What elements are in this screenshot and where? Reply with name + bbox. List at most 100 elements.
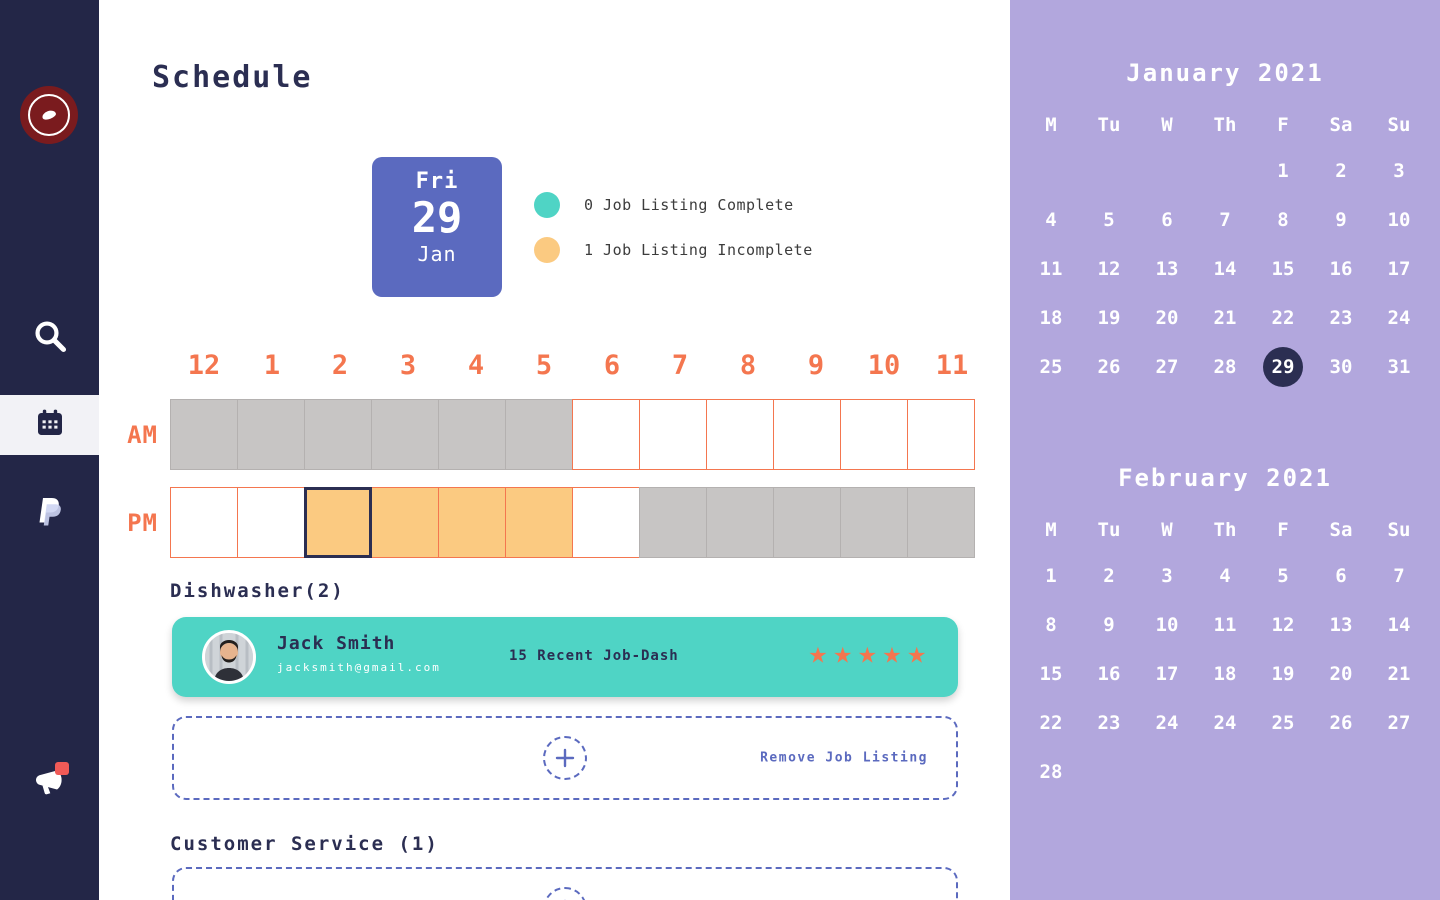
hour-label: 1 [263, 350, 281, 381]
calendar-day-cell[interactable]: 25 [1022, 342, 1080, 391]
calendar-day-cell[interactable]: 1 [1254, 146, 1312, 195]
selected-date-card[interactable]: Fri 29 Jan [372, 157, 502, 297]
calendar-day-cell[interactable]: 7 [1196, 195, 1254, 244]
calendar-day-cell[interactable]: 10 [1138, 600, 1196, 649]
chipotle-logo[interactable] [20, 86, 78, 144]
calendar-day-cell[interactable]: 5 [1080, 195, 1138, 244]
calendar-day-cell[interactable]: 10 [1370, 195, 1428, 244]
schedule-cell-disabled[interactable] [438, 399, 506, 470]
schedule-cell-disabled[interactable] [907, 487, 975, 558]
calendar-day-cell[interactable]: 26 [1080, 342, 1138, 391]
calendar-day-cell[interactable]: 27 [1370, 698, 1428, 747]
schedule-cell-disabled[interactable] [170, 399, 238, 470]
calendar-day-cell[interactable]: 28 [1022, 747, 1080, 796]
schedule-cell-disabled[interactable] [371, 399, 439, 470]
calendar-day-cell[interactable]: 11 [1022, 244, 1080, 293]
calendar-day-cell[interactable]: 6 [1312, 551, 1370, 600]
calendar-day-cell[interactable]: 13 [1138, 244, 1196, 293]
schedule-cell-filled[interactable] [505, 487, 573, 558]
schedule-cell-open[interactable] [572, 487, 640, 558]
calendar-day-cell[interactable]: 21 [1370, 649, 1428, 698]
search-button[interactable] [0, 315, 99, 359]
schedule-cell-open[interactable] [907, 399, 975, 470]
schedule-cell-disabled[interactable] [304, 399, 372, 470]
schedule-cell-open[interactable] [237, 487, 305, 558]
sidebar-item-schedule[interactable] [0, 395, 99, 455]
calendar-day-cell[interactable]: 16 [1080, 649, 1138, 698]
calendar-day-cell[interactable]: 24 [1196, 698, 1254, 747]
calendar-day-cell[interactable]: 24 [1138, 698, 1196, 747]
calendar-day-cell[interactable]: 20 [1312, 649, 1370, 698]
calendar-day-cell[interactable]: 29 [1254, 342, 1312, 391]
calendar-day-cell[interactable]: 13 [1312, 600, 1370, 649]
schedule-cell-disabled[interactable] [706, 487, 774, 558]
calendar-day-cell[interactable]: 17 [1138, 649, 1196, 698]
calendar-day-cell[interactable]: 8 [1022, 600, 1080, 649]
calendar-day-cell[interactable]: 23 [1080, 698, 1138, 747]
calendar-day-cell[interactable]: 28 [1196, 342, 1254, 391]
schedule-cell-disabled[interactable] [840, 487, 908, 558]
calendar-day-cell[interactable]: 18 [1022, 293, 1080, 342]
calendar-day-cell[interactable]: 22 [1254, 293, 1312, 342]
calendar-day-cell[interactable]: 2 [1080, 551, 1138, 600]
schedule-cell-open[interactable] [170, 487, 238, 558]
calendar-day-cell[interactable]: 26 [1312, 698, 1370, 747]
calendar-day-cell[interactable]: 24 [1370, 293, 1428, 342]
calendar-month: February 2021 M Tu W Th F Sa Su 1 2 3 4 5 6 7 8 9 10 11 12 1… [1010, 463, 1440, 796]
calendar-day-cell[interactable]: 15 [1254, 244, 1312, 293]
schedule-cell-filled[interactable] [438, 487, 506, 558]
calendar-day-cell[interactable]: 17 [1370, 244, 1428, 293]
calendar-day-cell[interactable]: 12 [1254, 600, 1312, 649]
schedule-cell-disabled[interactable] [505, 399, 573, 470]
hour-label: 6 [603, 350, 621, 381]
schedule-cell-disabled[interactable] [237, 399, 305, 470]
add-job-listing-box-2[interactable] [172, 867, 958, 900]
calendar-day-cell[interactable]: 3 [1370, 146, 1428, 195]
schedule-cell-open[interactable] [840, 399, 908, 470]
calendar-day-cell[interactable]: 1 [1022, 551, 1080, 600]
schedule-cell-selected[interactable] [304, 487, 372, 558]
calendar-day-cell[interactable]: 5 [1254, 551, 1312, 600]
calendar-day-cell[interactable]: 4 [1022, 195, 1080, 244]
remove-job-listing-button[interactable]: Remove Job Listing [760, 750, 928, 766]
calendar-day-cell[interactable]: 22 [1022, 698, 1080, 747]
plus-icon[interactable] [543, 736, 587, 780]
add-job-listing-box[interactable]: Remove Job Listing [172, 716, 958, 800]
schedule-cell-open[interactable] [773, 399, 841, 470]
calendar-day-cell[interactable]: 12 [1080, 244, 1138, 293]
calendar-day-cell[interactable]: 7 [1370, 551, 1428, 600]
schedule-cell-disabled[interactable] [773, 487, 841, 558]
calendar-day-cell[interactable]: 9 [1312, 195, 1370, 244]
calendar-day-cell[interactable]: 14 [1196, 244, 1254, 293]
calendar-day-cell[interactable]: 18 [1196, 649, 1254, 698]
calendar-day-cell[interactable]: 21 [1196, 293, 1254, 342]
calendar-day-cell[interactable]: 19 [1080, 293, 1138, 342]
calendar-day-cell[interactable]: 23 [1312, 293, 1370, 342]
calendar-day-number: 2 [1103, 564, 1115, 587]
schedule-cell-open[interactable] [706, 399, 774, 470]
employee-card[interactable]: Jack Smith jacksmith@gmail.com 15 Recent… [172, 617, 958, 697]
calendar-day-cell[interactable]: 30 [1312, 342, 1370, 391]
plus-icon[interactable] [543, 887, 587, 900]
calendar-day-cell[interactable]: 8 [1254, 195, 1312, 244]
calendar-day-cell[interactable]: 6 [1138, 195, 1196, 244]
calendar-day-cell[interactable]: 2 [1312, 146, 1370, 195]
schedule-cell-disabled[interactable] [639, 487, 707, 558]
calendar-day-cell[interactable]: 31 [1370, 342, 1428, 391]
calendar-day-cell[interactable]: 3 [1138, 551, 1196, 600]
calendar-day-cell[interactable]: 15 [1022, 649, 1080, 698]
announcement-button[interactable] [0, 756, 99, 806]
schedule-cell-filled[interactable] [371, 487, 439, 558]
calendar-day-cell[interactable]: 20 [1138, 293, 1196, 342]
calendar-day-cell[interactable]: 11 [1196, 600, 1254, 649]
calendar-day-cell[interactable]: 19 [1254, 649, 1312, 698]
paypal-button[interactable] [0, 492, 99, 536]
calendar-day-cell[interactable]: 14 [1370, 600, 1428, 649]
schedule-cell-open[interactable] [572, 399, 640, 470]
calendar-day-cell[interactable]: 16 [1312, 244, 1370, 293]
calendar-day-cell[interactable]: 27 [1138, 342, 1196, 391]
schedule-cell-open[interactable] [639, 399, 707, 470]
calendar-day-cell[interactable]: 4 [1196, 551, 1254, 600]
calendar-day-cell[interactable]: 9 [1080, 600, 1138, 649]
calendar-day-cell[interactable]: 25 [1254, 698, 1312, 747]
